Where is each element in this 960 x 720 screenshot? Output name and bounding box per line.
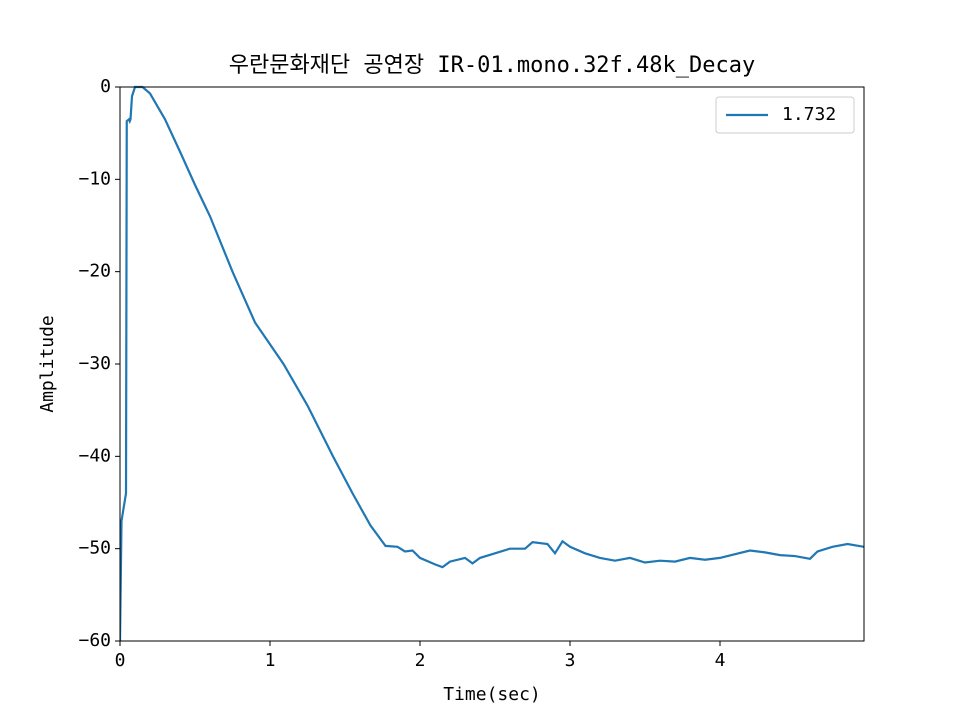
y-tick-label: −30 — [78, 353, 111, 374]
y-axis-label: Amplitude — [37, 315, 58, 413]
y-tick-label: −60 — [78, 630, 111, 651]
x-tick-label: 2 — [415, 650, 426, 671]
y-tick-label: −40 — [78, 445, 111, 466]
plot-frame — [119, 86, 865, 642]
data-line — [120, 85, 864, 642]
legend-label: 1.732 — [782, 104, 836, 125]
chart-title: 우란문화재단 공연장 IR-01.mono.32f.48k_Decay — [229, 53, 756, 78]
y-tick-label: −20 — [78, 261, 111, 282]
y-tick-label: −50 — [78, 538, 111, 559]
x-axis-label: Time(sec) — [443, 684, 541, 705]
y-tick-label: 0 — [100, 76, 111, 97]
x-tick-label: 4 — [715, 650, 726, 671]
x-tick-label: 0 — [115, 650, 126, 671]
legend-box — [715, 96, 855, 134]
x-tick-label: 1 — [265, 650, 276, 671]
y-tick-label: −10 — [78, 168, 111, 189]
x-tick-label: 3 — [565, 650, 576, 671]
